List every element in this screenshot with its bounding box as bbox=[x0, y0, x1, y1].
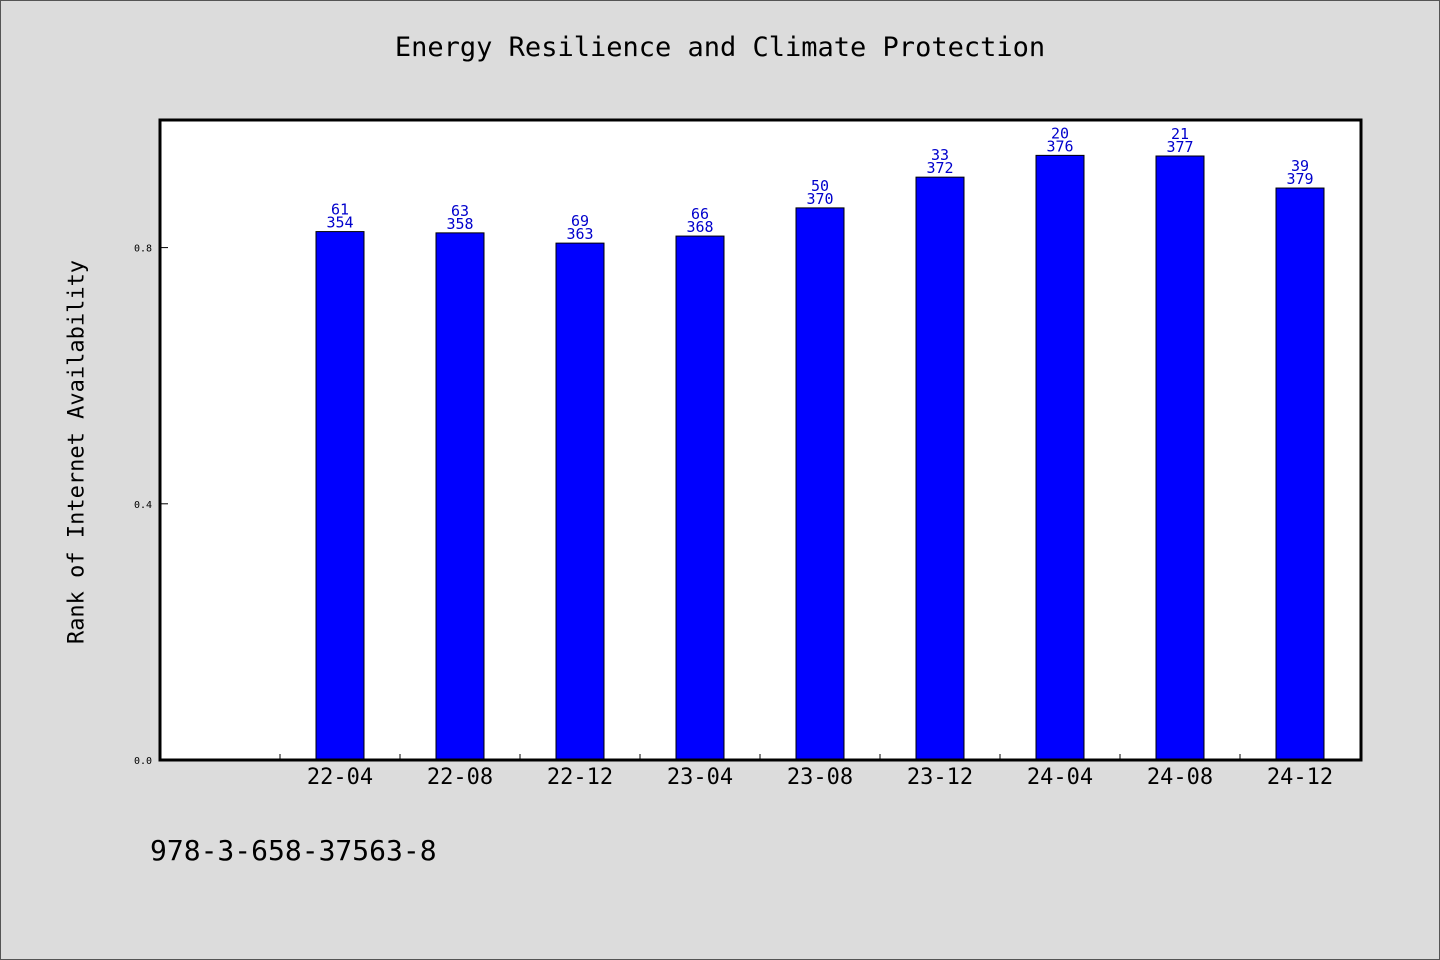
data-label-bottom: 379 bbox=[1286, 170, 1313, 188]
data-label-top: 61 bbox=[331, 201, 349, 219]
x-tick-label: 24-08 bbox=[1147, 765, 1213, 790]
bar bbox=[1155, 155, 1205, 761]
x-tick-label: 22-04 bbox=[307, 765, 373, 790]
bar bbox=[1275, 187, 1325, 761]
data-label-bottom: 376 bbox=[1046, 137, 1073, 155]
bar bbox=[795, 207, 845, 761]
data-label-top: 21 bbox=[1171, 125, 1189, 143]
y-tick-label: 0.0 bbox=[134, 756, 152, 767]
x-tick-label: 24-12 bbox=[1267, 765, 1333, 790]
x-tick-label: 23-12 bbox=[907, 765, 973, 790]
x-tick-label: 24-04 bbox=[1027, 765, 1093, 790]
data-label-top: 33 bbox=[931, 146, 949, 164]
bar bbox=[555, 242, 605, 761]
x-tick-label: 23-04 bbox=[667, 765, 733, 790]
data-label-top: 63 bbox=[451, 202, 469, 220]
plot-border bbox=[158, 118, 1363, 762]
x-tick-label: 23-08 bbox=[787, 765, 853, 790]
y-tick-label: 0.8 bbox=[134, 244, 152, 255]
data-label-bottom: 377 bbox=[1166, 138, 1193, 156]
data-label-top: 69 bbox=[571, 212, 589, 230]
data-label-bottom: 372 bbox=[926, 159, 953, 177]
x-tick-label: 22-12 bbox=[547, 765, 613, 790]
bar bbox=[915, 176, 965, 761]
data-label-top: 20 bbox=[1051, 124, 1069, 142]
data-label-bottom: 368 bbox=[686, 218, 713, 236]
data-label-top: 50 bbox=[811, 177, 829, 195]
bar bbox=[1035, 154, 1085, 761]
data-label-top: 66 bbox=[691, 205, 709, 223]
data-label-bottom: 370 bbox=[806, 190, 833, 208]
data-label-bottom: 358 bbox=[446, 215, 473, 233]
data-label-top: 39 bbox=[1291, 157, 1309, 175]
data-label-bottom: 363 bbox=[566, 225, 593, 243]
y-tick-label: 0.4 bbox=[134, 500, 152, 511]
bar bbox=[435, 232, 485, 761]
isbn-label: 978-3-658-37563-8 bbox=[150, 834, 437, 867]
data-label-bottom: 354 bbox=[326, 214, 353, 232]
x-tick-label: 22-08 bbox=[427, 765, 493, 790]
chart-title: Energy Resilience and Climate Protection bbox=[394, 32, 1046, 63]
bar bbox=[315, 231, 365, 761]
bar bbox=[675, 235, 725, 761]
